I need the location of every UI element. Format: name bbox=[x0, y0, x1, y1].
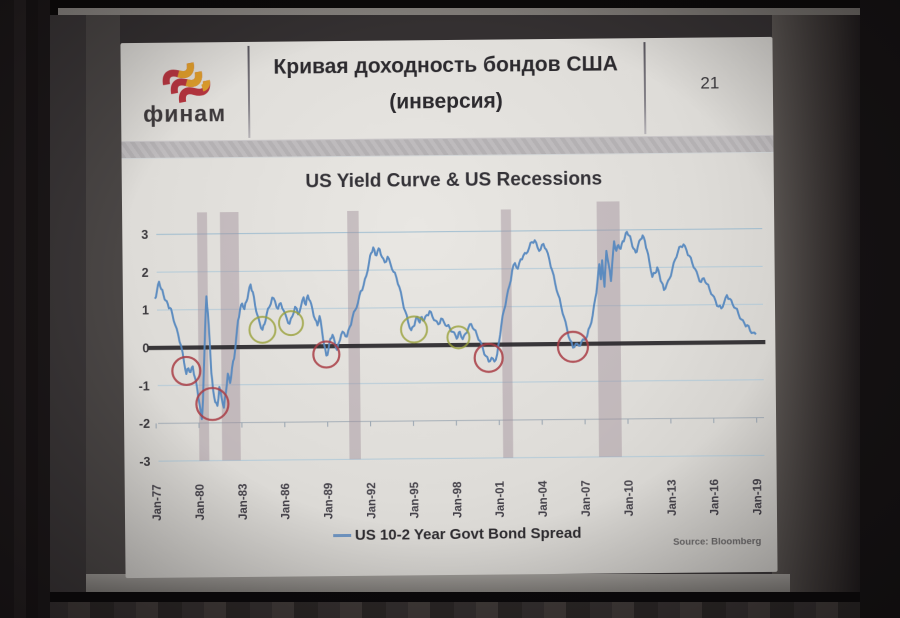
recession-band bbox=[500, 209, 514, 458]
gridline bbox=[156, 228, 763, 235]
presentation-slide: финам Кривая доходность бондов США (инве… bbox=[120, 36, 778, 579]
recession-band bbox=[596, 201, 622, 457]
y-tick-label: -3 bbox=[139, 455, 150, 469]
near-zero-circle bbox=[400, 315, 429, 344]
zero-line bbox=[148, 339, 766, 351]
x-tick-label: Jan-19 bbox=[752, 479, 764, 516]
x-tick-label: Jan-86 bbox=[280, 483, 292, 520]
curtain-left bbox=[0, 0, 50, 618]
y-tick-label: 1 bbox=[142, 304, 149, 318]
legend-line-icon bbox=[332, 533, 351, 538]
gridline bbox=[156, 265, 763, 273]
x-tick-label: Jan-77 bbox=[152, 484, 164, 521]
slide-title-line1: Кривая доходность бондов США bbox=[273, 52, 618, 79]
chart-legend: US 10-2 Year Govt Bond Spread bbox=[257, 524, 657, 545]
near-zero-circle bbox=[446, 325, 471, 350]
gridline bbox=[157, 379, 764, 387]
curtain-bottom bbox=[0, 602, 900, 618]
chart-title: US Yield Curve & US Recessions bbox=[305, 168, 603, 193]
recession-band bbox=[196, 212, 210, 461]
x-tick-label: Jan-04 bbox=[538, 480, 550, 517]
recession-band bbox=[347, 210, 361, 460]
curtain-right bbox=[860, 0, 900, 618]
finam-logo: финам bbox=[120, 42, 248, 141]
x-tick-label: Jan-80 bbox=[195, 484, 207, 521]
x-tick-label: Jan-07 bbox=[581, 480, 593, 517]
x-tick-label: Jan-01 bbox=[495, 480, 507, 517]
gridline bbox=[158, 417, 765, 424]
screen-left-shadow bbox=[86, 15, 126, 593]
slide-header: Кривая доходность бондов США (инверсия) bbox=[250, 38, 641, 140]
inversion-circle bbox=[312, 340, 341, 369]
screen-frame-bar bbox=[44, 592, 866, 603]
screen-right-shadow bbox=[772, 15, 860, 593]
y-tick-label: -1 bbox=[139, 379, 150, 393]
yield-spread-chart: 3 2 1 0 -1 -2 -3 Jan-77 Jan-80 Jan-83 Jan-86 Jan-89… bbox=[139, 201, 766, 521]
x-tick-label: Jan-10 bbox=[624, 480, 636, 517]
source-note: Source: Bloomberg bbox=[673, 536, 762, 548]
y-tick-label: 0 bbox=[142, 341, 149, 355]
x-tick-label: Jan-89 bbox=[323, 483, 335, 520]
recession-band bbox=[219, 212, 241, 461]
finam-brand-text: финам bbox=[143, 100, 227, 127]
finam-waves-icon bbox=[162, 62, 211, 103]
slide-title-line2: (инверсия) bbox=[389, 89, 503, 114]
x-tick-label: Jan-98 bbox=[452, 481, 464, 518]
x-tick-label: Jan-83 bbox=[237, 483, 249, 520]
inversion-circle bbox=[171, 355, 202, 387]
near-zero-circle bbox=[277, 310, 304, 337]
inversion-circle bbox=[195, 386, 230, 422]
y-tick-label: -2 bbox=[139, 417, 150, 431]
x-tick-label: Jan-13 bbox=[666, 479, 678, 516]
page-number: 21 bbox=[700, 73, 720, 93]
screen-bottom-strip bbox=[86, 574, 790, 593]
y-tick-label: 2 bbox=[142, 266, 149, 280]
inversion-circle bbox=[473, 342, 504, 373]
legend-label: US 10-2 Year Govt Bond Spread bbox=[354, 524, 582, 544]
near-zero-circle bbox=[248, 315, 277, 344]
ceiling-valance-strip bbox=[58, 8, 893, 15]
spread-line bbox=[154, 230, 757, 421]
y-tick-label: 3 bbox=[141, 228, 148, 242]
inversion-circle bbox=[556, 330, 590, 363]
x-tick-label: Jan-95 bbox=[409, 481, 421, 518]
gridline bbox=[158, 454, 765, 462]
x-tick-label: Jan-92 bbox=[366, 482, 378, 519]
gridline bbox=[157, 303, 763, 311]
x-tick-label: Jan-16 bbox=[709, 479, 721, 516]
